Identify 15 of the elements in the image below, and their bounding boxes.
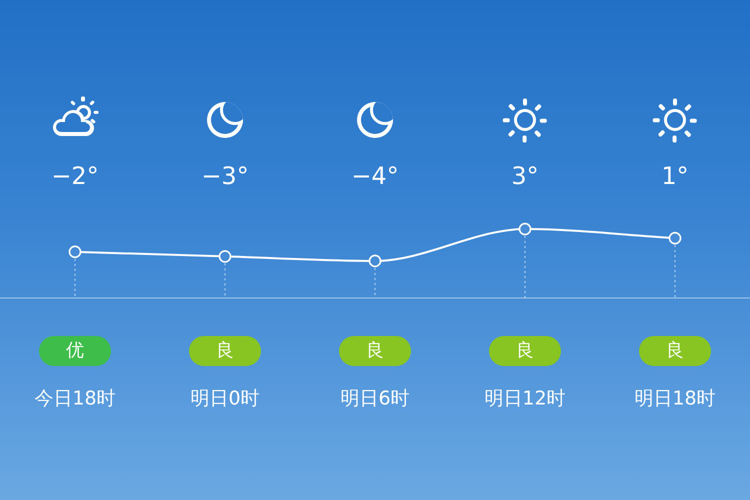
data-label: −3° bbox=[201, 162, 249, 190]
data-label: 3° bbox=[511, 162, 539, 190]
point bbox=[668, 232, 682, 244]
data-label: −2° bbox=[51, 162, 99, 190]
x-tick-label: 明日12时 bbox=[484, 387, 566, 410]
x-tick-label: 明日18时 bbox=[634, 387, 716, 410]
x-tick-label: 今日18时 bbox=[34, 387, 116, 410]
point bbox=[518, 222, 532, 236]
x-tick-label: 明日6时 bbox=[340, 387, 410, 410]
point bbox=[368, 254, 382, 268]
data-label: −4° bbox=[351, 162, 399, 190]
point bbox=[218, 250, 232, 263]
point bbox=[68, 246, 82, 258]
data-label: 1° bbox=[661, 162, 689, 190]
x-tick-label: 明日0时 bbox=[190, 387, 260, 410]
